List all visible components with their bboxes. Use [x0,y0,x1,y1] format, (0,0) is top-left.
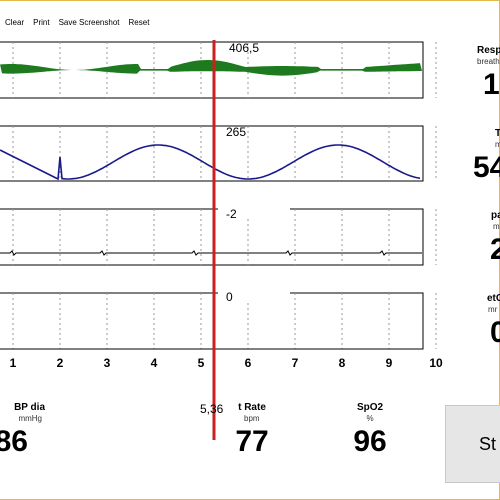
marker-label-background [218,205,290,217]
channel-marker-value: 265 [226,125,246,139]
vital-bp-dia: BP dia mmHg 86 [0,402,50,457]
vital-unit: m [493,222,500,231]
x-tick-label: 8 [339,356,346,370]
x-tick-label: 7 [292,356,299,370]
vital-value: 86 [0,425,28,458]
respiration-waveform [0,60,422,76]
vital-respiration: Resp breath 1 [473,45,500,100]
vital-unit: % [366,414,374,423]
vital-etco2: etC mr 0 [473,293,500,348]
menu-print[interactable]: Print [33,18,50,27]
vital-unit: mr [488,305,498,314]
vital-value: 77 [235,425,269,458]
x-tick-label: 2 [57,356,64,370]
window-border-top [0,0,500,1]
vital-label: etC [487,293,500,304]
vital-value: 54 [473,151,500,184]
vital-unit: breath [477,57,500,66]
panel-capno: 0 [0,289,437,350]
x-tick-label: 4 [151,356,158,370]
vital-value: 0 [490,316,500,349]
vital-unit: bpm [244,414,260,423]
x-tick-label: 9 [386,356,393,370]
pressure-waveform [0,144,421,181]
panel-frame [0,292,424,350]
menu-bar: Clear Print Save Screenshot Reset [0,18,149,34]
vital-value: 2 [490,233,500,266]
vital-label: Resp [477,45,500,56]
x-tick-label: 3 [104,356,111,370]
vital-unit: m [495,140,500,149]
vital-temperature: T m 54 [473,128,500,183]
cursor-time-readout: 5,36 [200,402,224,416]
menu-reset[interactable]: Reset [128,18,150,27]
x-tick-label: 5 [198,356,205,370]
menu-clear[interactable]: Clear [5,18,25,27]
menu-save-screenshot[interactable]: Save Screenshot [58,18,120,27]
vital-unit: mmHg [18,414,42,423]
vital-value: 1 [483,68,500,101]
vital-value: 96 [353,425,387,458]
x-tick-label: 1 [10,356,17,370]
vital-spo2: SpO2 % 96 [335,402,405,457]
vital-label: T [495,128,500,139]
panel-frame [0,125,424,182]
marker-label-background [218,289,290,301]
ecg-waveform [0,250,422,256]
x-tick-label: 6 [245,356,252,370]
vital-label: BP dia [14,402,45,413]
channel-marker-value: 406,5 [229,41,259,55]
vital-label: pa [491,210,500,221]
panel-frame [0,208,424,266]
panel-pressure: 265 [0,125,437,182]
vital-label: t Rate [238,402,266,413]
channel-marker-value: 0 [226,290,233,304]
x-tick-label: 10 [429,356,443,370]
x-axis-ticks: 1 2 3 4 5 6 7 8 9 10 [10,356,443,370]
vital-pa: pa m 2 [473,210,500,265]
vital-label: SpO2 [356,402,384,413]
panel-ecg: -2 [0,205,437,266]
channel-marker-value: -2 [226,207,237,221]
start-button[interactable]: St [445,405,500,483]
vital-heart-rate: t Rate bpm 77 [217,402,287,457]
panel-respiration: 406,5 [0,41,437,99]
